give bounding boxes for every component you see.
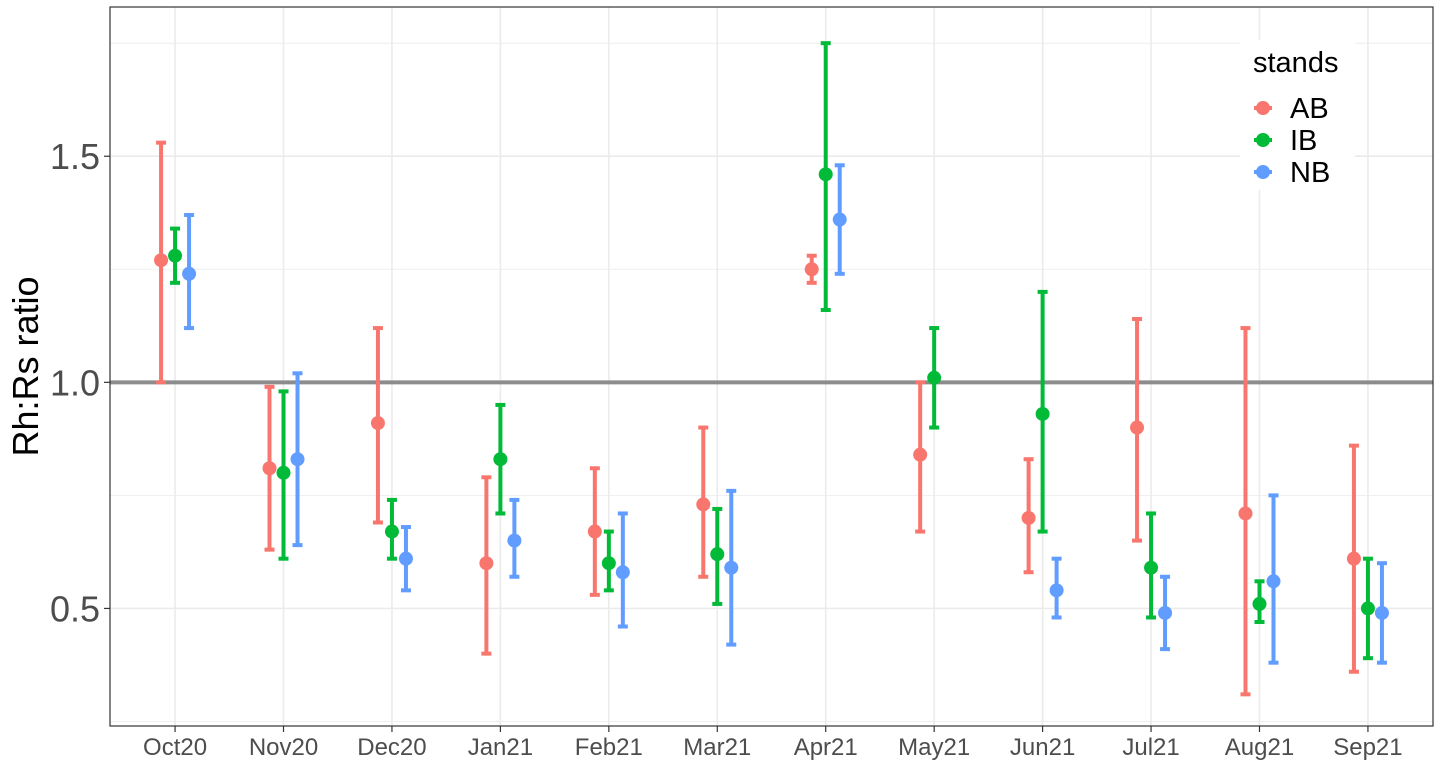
data-point-AB-Apr21 (804, 262, 819, 277)
y-tick-label: 1.0 (50, 362, 100, 403)
data-point-AB-Nov20 (262, 461, 277, 476)
data-point-NB-Nov20 (290, 452, 305, 467)
data-point-NB-Feb21 (615, 565, 630, 580)
data-point-AB-Jul21 (1130, 420, 1145, 435)
legend-label-AB: AB (1290, 93, 1329, 125)
data-point-IB-Feb21 (601, 556, 616, 571)
data-point-IB-Sep21 (1360, 601, 1375, 616)
x-tick-label: Dec20 (357, 734, 426, 761)
x-tick-label: Mar21 (683, 734, 751, 761)
panel-border (109, 6, 1434, 727)
x-tick-label: Feb21 (575, 734, 643, 761)
x-tick-label: Apr21 (794, 734, 858, 761)
data-point-IB-Dec20 (384, 524, 399, 539)
data-point-IB-Aug21 (1252, 596, 1267, 611)
data-point-AB-Aug21 (1238, 506, 1253, 521)
data-point-NB-Jul21 (1158, 605, 1173, 620)
data-point-IB-Jul21 (1144, 560, 1159, 575)
data-point-AB-Mar21 (696, 497, 711, 512)
legend-title: stands (1253, 47, 1338, 79)
data-point-IB-Jun21 (1035, 406, 1050, 421)
x-tick-label: Jun21 (1010, 734, 1075, 761)
x-axis: Oct20 Nov20 Dec20 Jan21 Feb21 Mar21 Apr21 May21… (143, 726, 1403, 761)
x-tick-label: Nov20 (249, 734, 318, 761)
data-point-IB-Mar21 (710, 547, 725, 562)
data-point-AB-Feb21 (587, 524, 602, 539)
legend-key-point-NB (1256, 165, 1270, 179)
data-point-AB-Jan21 (479, 556, 494, 571)
y-tick-label: 0.5 (50, 588, 100, 629)
data-point-NB-Apr21 (832, 212, 847, 227)
data-point-AB-Sep21 (1346, 551, 1361, 566)
legend-label-NB: NB (1290, 157, 1330, 189)
data-point-NB-Dec20 (398, 551, 413, 566)
legend-key-point-AB (1256, 101, 1270, 115)
data-point-IB-Jan21 (493, 452, 508, 467)
data-point-IB-Oct20 (168, 248, 183, 263)
data-point-NB-Jan21 (507, 533, 522, 548)
y-axis-title: Rh:Rs ratio (5, 276, 46, 456)
data-point-NB-Sep21 (1374, 605, 1389, 620)
grid (110, 7, 1433, 726)
legend-key-point-IB (1256, 133, 1270, 147)
legend-background (1240, 40, 1355, 190)
y-tick-label: 1.5 (50, 136, 100, 177)
x-tick-label: Jan21 (468, 734, 533, 761)
data-point-AB-May21 (913, 447, 928, 462)
data-point-NB-Oct20 (182, 266, 197, 281)
x-tick-label: May21 (898, 734, 970, 761)
data-point-IB-Apr21 (818, 167, 833, 182)
data-point-IB-Nov20 (276, 465, 291, 480)
data-point-AB-Jun21 (1021, 510, 1036, 525)
series-layer (154, 41, 1389, 697)
x-tick-label: Jul21 (1122, 734, 1179, 761)
data-point-NB-Jun21 (1049, 583, 1064, 598)
y-axis: 0.5 1.0 1.5 (50, 136, 110, 629)
data-point-NB-Aug21 (1266, 574, 1281, 589)
x-tick-label: Sep21 (1333, 734, 1402, 761)
data-point-AB-Dec20 (370, 416, 385, 431)
x-tick-label: Aug21 (1225, 734, 1294, 761)
data-point-IB-May21 (927, 370, 942, 385)
data-point-AB-Oct20 (154, 253, 169, 268)
data-point-NB-Mar21 (724, 560, 739, 575)
legend-label-IB: IB (1290, 125, 1317, 157)
x-tick-label: Oct20 (143, 734, 207, 761)
